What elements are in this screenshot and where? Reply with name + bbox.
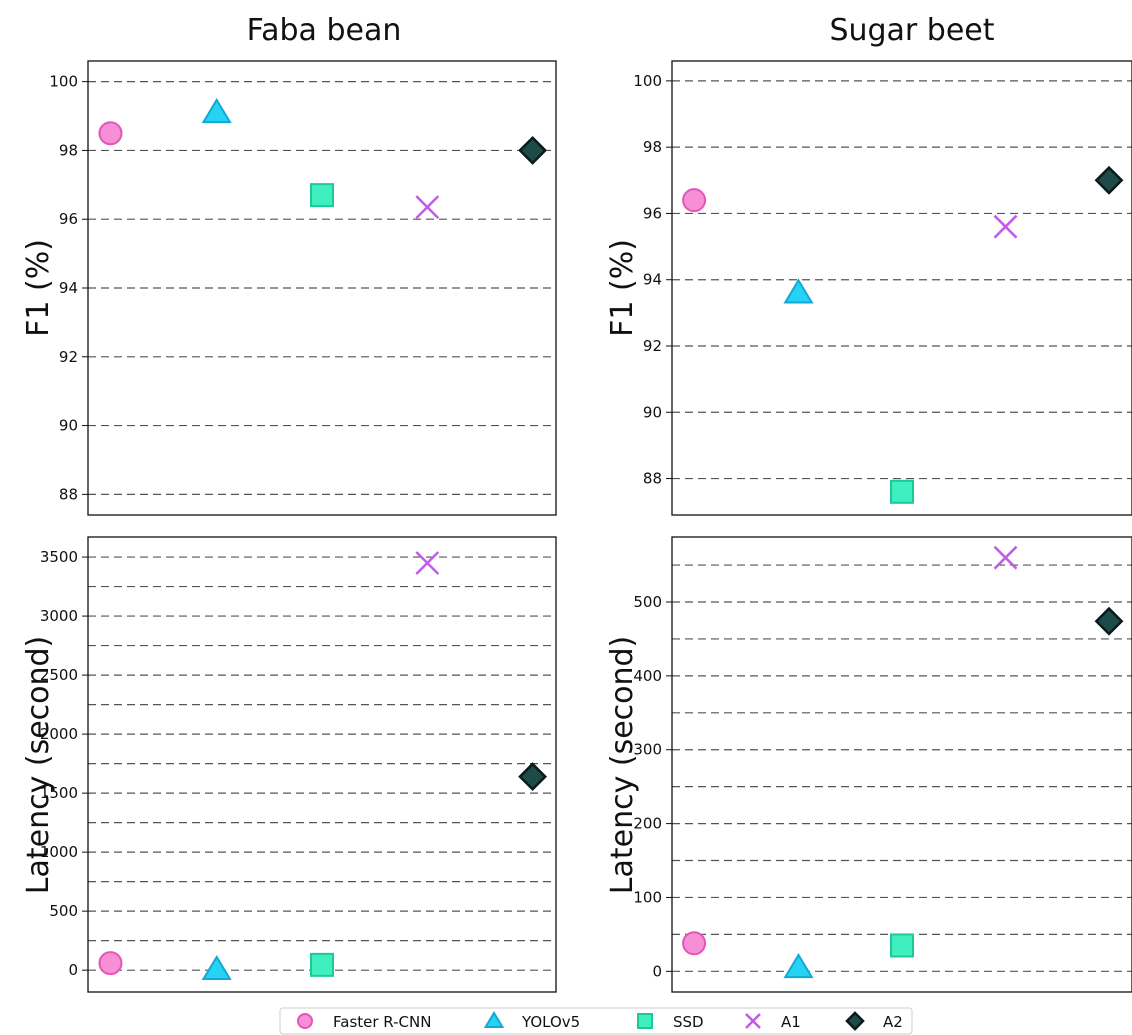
y-tick-label: 96 <box>643 204 662 222</box>
plot-frame <box>671 60 1132 516</box>
legend-label: A1 <box>781 1013 801 1031</box>
point-faster-r-cnn <box>98 121 123 146</box>
y-tick-label: 500 <box>49 902 78 920</box>
y-tick-label: 2500 <box>40 666 78 684</box>
y-tick-label: 88 <box>643 470 662 488</box>
point-a2 <box>1094 165 1124 195</box>
legend-marker-a2 <box>845 1011 865 1031</box>
y-tick-label: 96 <box>59 210 78 228</box>
sugar-beet-latency-panel: 0 100 200 300 400 500 <box>633 536 1132 993</box>
point-ssd <box>890 933 914 958</box>
faba-bean-f1-panel: 88 90 92 94 96 98 100 <box>49 60 557 516</box>
sugar-beet-f1-panel: 88 90 92 94 96 98 100 <box>633 60 1132 516</box>
point-ssd <box>310 952 334 977</box>
point-faster-r-cnn <box>682 188 707 213</box>
y-tick-label: 100 <box>633 888 662 906</box>
point-a1 <box>415 195 440 220</box>
y-tick-label: 3500 <box>40 548 78 566</box>
point-faster-r-cnn <box>98 951 123 976</box>
y-tick-label: 94 <box>59 279 78 297</box>
legend-marker-a1 <box>745 1013 761 1029</box>
y-tick-label: 90 <box>59 417 78 435</box>
legend-marker-ssd <box>637 1013 653 1029</box>
legend-label: SSD <box>673 1013 704 1031</box>
y-tick-label: 500 <box>633 593 662 611</box>
plot-frame <box>671 536 1132 993</box>
y-tick-label: 100 <box>633 72 662 90</box>
y-tick-label: 94 <box>643 271 662 289</box>
faba-bean-latency-panel: 0 500 1000 1500 2000 2500 3000 3500 <box>40 536 557 993</box>
faba-bean-latency-ylabel: Latency (second) <box>21 636 56 895</box>
y-tick-label: 400 <box>633 667 662 685</box>
y-tick-label: 98 <box>59 141 78 159</box>
y-tick-label: 88 <box>59 485 78 503</box>
y-tick-label: 92 <box>643 337 662 355</box>
faba-bean-f1-ylabel: F1 (%) <box>21 239 56 337</box>
faba-bean-title: Faba bean <box>247 13 402 48</box>
y-tick-label: 100 <box>49 73 78 91</box>
y-tick-label: 90 <box>643 403 662 421</box>
point-a2 <box>518 762 548 792</box>
legend-label: YOLOv5 <box>521 1013 580 1031</box>
legend-frame <box>279 1007 913 1035</box>
plot-frame <box>87 60 557 516</box>
sugar-beet-latency-ylabel: Latency (second) <box>605 636 640 895</box>
point-yolov5 <box>783 278 814 304</box>
sugar-beet-f1-ylabel: F1 (%) <box>605 239 640 337</box>
legend-marker-faster-r-cnn <box>297 1013 313 1029</box>
legend-label: A2 <box>883 1013 903 1031</box>
y-tick-label: 1000 <box>40 843 78 861</box>
sugar-beet-title: Sugar beet <box>829 13 994 48</box>
y-tick-label: 1500 <box>40 784 78 802</box>
legend: Faster R-CNN YOLOv5 SSD A1 A2 <box>279 1007 913 1035</box>
y-tick-label: 200 <box>633 815 662 833</box>
point-a1 <box>993 545 1018 570</box>
y-tick-label: 3000 <box>40 607 78 625</box>
y-tick-label: 0 <box>68 961 78 979</box>
point-a2 <box>1094 606 1124 636</box>
plot-frame <box>87 536 557 993</box>
point-yolov5 <box>783 953 814 979</box>
point-a2 <box>518 136 548 165</box>
y-tick-label: 2000 <box>40 725 78 743</box>
y-tick-label: 0 <box>652 962 662 980</box>
point-faster-r-cnn <box>682 931 707 956</box>
point-ssd <box>310 183 334 208</box>
y-tick-label: 98 <box>643 138 662 156</box>
point-a1 <box>415 551 440 575</box>
legend-marker-yolov5 <box>483 1011 505 1029</box>
point-yolov5 <box>201 97 232 124</box>
point-a1 <box>993 214 1018 239</box>
legend-label: Faster R-CNN <box>333 1013 431 1031</box>
point-ssd <box>890 479 914 504</box>
point-yolov5 <box>201 954 232 981</box>
y-tick-label: 300 <box>633 741 662 759</box>
y-tick-label: 92 <box>59 348 78 366</box>
